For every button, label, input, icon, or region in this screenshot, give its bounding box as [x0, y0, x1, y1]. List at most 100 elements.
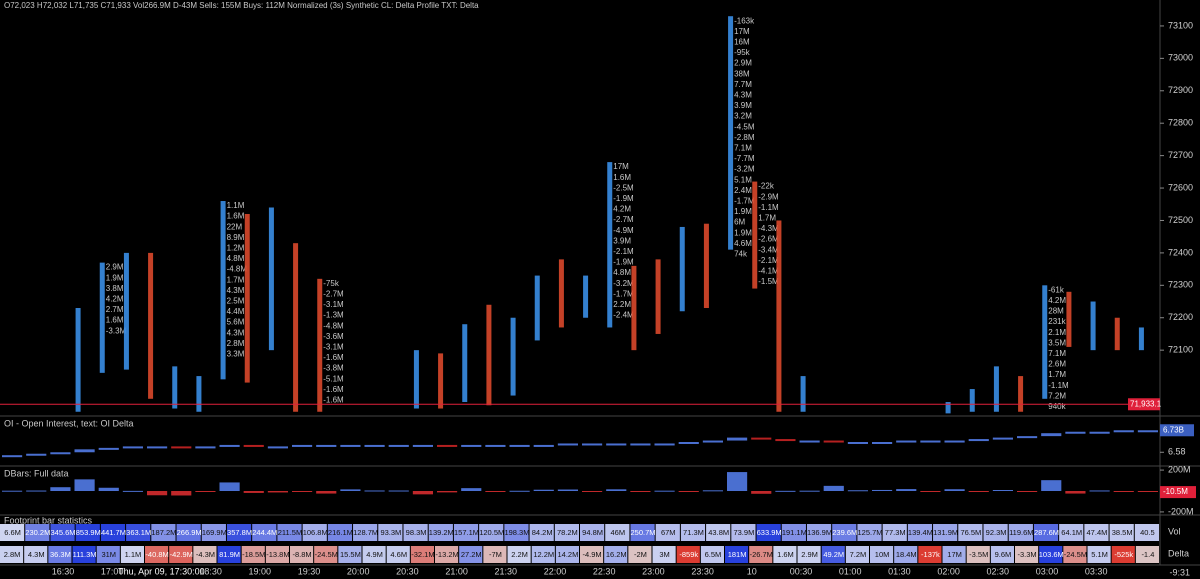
- stat-cell: [531, 546, 555, 563]
- stat-value: 157.1M: [454, 528, 479, 537]
- y-tick-label: -200M: [1168, 506, 1194, 516]
- cell-label: 231k: [1048, 317, 1066, 326]
- stat-cell: [403, 524, 428, 541]
- stat-cell: [630, 524, 655, 541]
- footprint-candle: [607, 162, 613, 328]
- cell-label: 1.9M: [734, 228, 752, 237]
- cell-label: -3.1M: [323, 300, 344, 309]
- stat-cell: [483, 546, 507, 563]
- oi-bar: [461, 444, 482, 447]
- cell-label: 2.9M: [734, 59, 752, 68]
- cell-label: -2.4M: [613, 311, 634, 320]
- stat-value: 181M: [728, 550, 747, 559]
- cell-label: 74k: [734, 250, 748, 259]
- x-tick-label: 21:00: [445, 566, 468, 576]
- stat-cell: [410, 546, 434, 563]
- cell-label: -4.9M: [613, 226, 634, 235]
- stat-cell: [0, 546, 24, 563]
- y-tick-label: 72400: [1168, 247, 1193, 257]
- stat-value: 98.3M: [406, 528, 427, 537]
- dbar: [678, 491, 699, 492]
- countdown: -9:31: [1169, 567, 1190, 577]
- dbar: [1137, 491, 1158, 492]
- stat-cell: [870, 546, 894, 563]
- stat-value: 76.5M: [960, 528, 981, 537]
- cell-label: 1.1M: [227, 201, 245, 210]
- cell-label: -2.7M: [613, 215, 634, 224]
- stat-cell: [554, 524, 579, 541]
- cell-label: -3.4M: [758, 245, 779, 254]
- stat-cell: [1111, 546, 1135, 563]
- stat-value: 191.1M: [782, 528, 807, 537]
- footprint-candle: [558, 259, 564, 328]
- dbar: [195, 491, 216, 492]
- stat-cell: [479, 524, 504, 541]
- x-tick-label: 01:30: [888, 566, 911, 576]
- x-tick-label: 02:00: [937, 566, 960, 576]
- cell-label: 7.1M: [734, 144, 752, 153]
- price-label: 71,933.1: [1130, 399, 1162, 408]
- cell-label: -1.9M: [613, 194, 634, 203]
- stat-value: 38.5M: [1112, 528, 1133, 537]
- stats-title: Footprint bar statistics: [4, 515, 93, 525]
- footprint-candle: [583, 275, 589, 318]
- stat-value: 345.6M: [51, 528, 76, 537]
- cell-label: 4.3M: [227, 328, 245, 337]
- oi-bar: [412, 444, 433, 447]
- cell-label: -4.5M: [734, 122, 755, 131]
- price-tag: [1128, 398, 1160, 411]
- oi-bar: [364, 444, 385, 447]
- x-tick-label: 02:30: [987, 566, 1010, 576]
- stat-value: 4.3M: [28, 550, 45, 559]
- stat-cell: [50, 524, 75, 541]
- dbar: [316, 491, 337, 494]
- x-tick-label: 20:30: [396, 566, 419, 576]
- oi-bar: [1113, 430, 1134, 433]
- cell-label: 2.4M: [734, 186, 752, 195]
- stat-cell: [504, 524, 529, 541]
- dbar: [533, 489, 554, 491]
- stat-value: 441.7M: [101, 528, 126, 537]
- cell-label: 4.3M: [227, 286, 245, 295]
- cell-label: -1.7M: [734, 197, 755, 206]
- dbar: [799, 490, 820, 492]
- oi-bar: [920, 440, 941, 443]
- cell-label: 4.2M: [1048, 296, 1066, 305]
- cell-label: 5.1M: [734, 175, 752, 184]
- y-tick-label: 6.58: [1168, 447, 1186, 457]
- stat-value: 7.2M: [850, 550, 867, 559]
- oi-bar: [388, 444, 409, 447]
- cell-label: -22k: [758, 182, 775, 191]
- stat-value: -4.9M: [582, 550, 601, 559]
- dbar: [98, 487, 119, 491]
- x-tick-label: 22:00: [544, 566, 567, 576]
- cell-label: 4.8M: [613, 268, 631, 277]
- cell-label: 16M: [734, 38, 750, 47]
- dbar: [509, 490, 530, 492]
- stat-cell: [252, 524, 277, 541]
- stat-value: 2.9M: [801, 550, 818, 559]
- stat-value: 125.7M: [857, 528, 882, 537]
- cell-label: -3.2M: [734, 165, 755, 174]
- dbar: [944, 489, 965, 491]
- stat-cell: [353, 524, 378, 541]
- cell-label: 5.6M: [227, 318, 245, 327]
- stat-cell: [749, 546, 773, 563]
- x-tick-label: 01:00: [839, 566, 862, 576]
- stat-cell: [48, 546, 72, 563]
- stat-value: 67M: [661, 528, 676, 537]
- x-tick-label: 03:30: [1085, 566, 1108, 576]
- stat-cell: [604, 546, 628, 563]
- cell-label: 22M: [227, 222, 243, 231]
- cell-label: -1.1M: [758, 203, 779, 212]
- stat-cell: [655, 524, 680, 541]
- stat-value: -26.7M: [750, 550, 773, 559]
- oi-bar: [1041, 433, 1062, 437]
- cell-label: -3.6M: [323, 332, 344, 341]
- stat-cell: [265, 546, 289, 563]
- stat-value: -32.1M: [411, 550, 434, 559]
- stat-cell: [1033, 524, 1059, 541]
- stat-cell: [907, 524, 933, 541]
- stat-cell: [290, 546, 314, 563]
